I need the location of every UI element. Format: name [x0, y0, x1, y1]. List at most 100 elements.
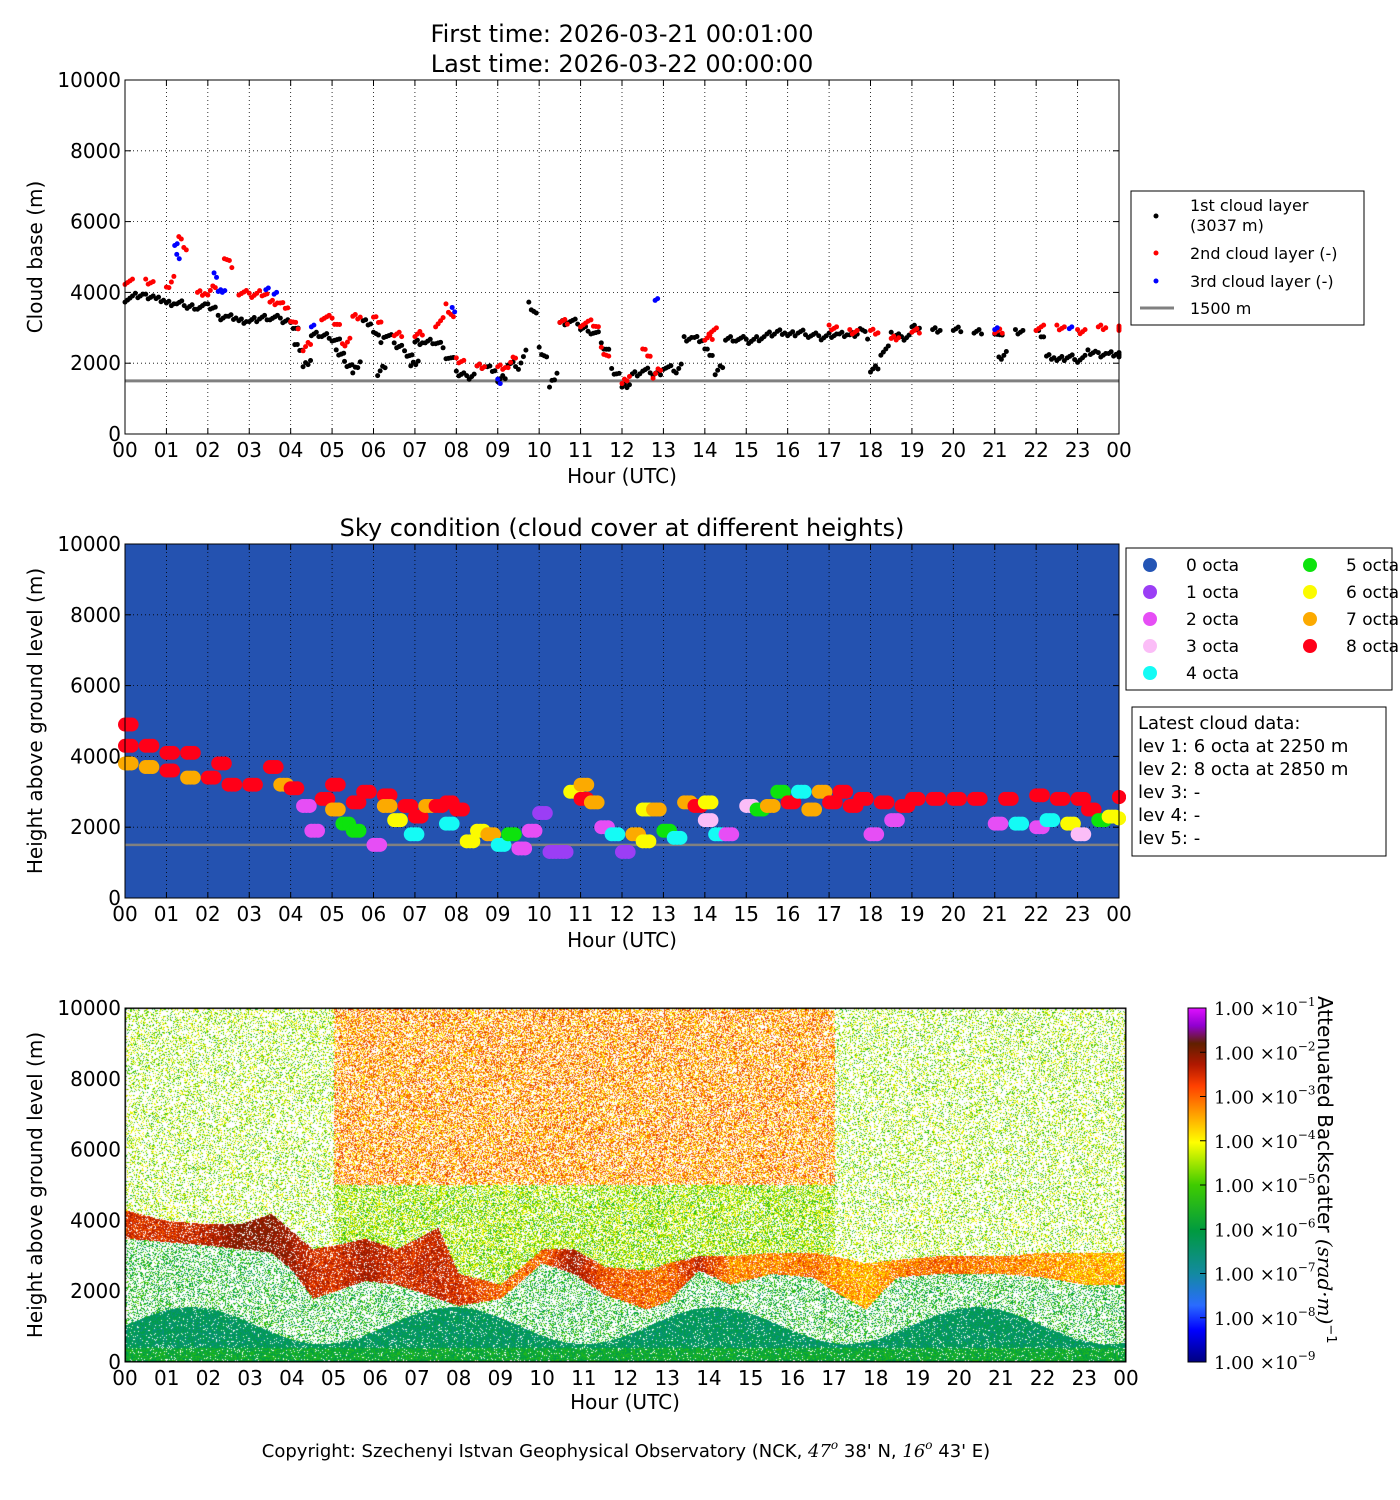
octa-point-8: [1035, 788, 1050, 803]
octa-point-8: [352, 795, 367, 810]
data-point-2: [417, 329, 423, 335]
data-point-1: [712, 372, 718, 378]
data-point-2: [1061, 324, 1067, 330]
octa-point-8: [932, 791, 947, 806]
octa-point-8: [911, 791, 926, 806]
octa-point-8: [331, 777, 346, 792]
x-tick-label: 01: [154, 1366, 179, 1390]
data-point-3: [176, 256, 182, 262]
octa-point-7: [487, 827, 502, 842]
x-axis-label-1: Hour (UTC): [567, 464, 677, 488]
octa-point-8: [362, 784, 377, 799]
octa-point-4: [497, 837, 512, 852]
data-point-1: [1082, 352, 1088, 358]
cloud-base-plot: 00 01 02 03 04 05 06 07 08 09 10 11 12 13 14 15 16 17 18 19…: [57, 68, 1131, 462]
x-tick-label: 12: [613, 1366, 638, 1390]
octa-point-6: [393, 813, 408, 828]
octa-point-2: [994, 816, 1009, 831]
octa-point-8: [1077, 791, 1092, 806]
data-point-2: [207, 287, 213, 293]
data-point-2: [257, 288, 263, 294]
data-point-1: [333, 347, 339, 353]
data-point-2: [171, 273, 177, 279]
data-point-2: [226, 258, 232, 264]
x-tick-label: 15: [734, 902, 759, 926]
data-point-2: [303, 344, 309, 350]
octa-point-2: [302, 798, 317, 813]
x-tick-label: 07: [402, 902, 427, 926]
octa-point-2: [890, 813, 905, 828]
data-point-2: [1098, 322, 1104, 328]
y-tick-label: 8000: [70, 1067, 121, 1091]
cloud-base-legend: 1st cloud layer (3037 m) 2nd cloud layer…: [1130, 190, 1365, 326]
latest-cloud-data-box: Latest cloud data: lev 1: 6 octa at 2250…: [1131, 706, 1387, 857]
data-point-1: [533, 310, 539, 316]
octa-point-7: [124, 756, 139, 771]
data-point-1: [308, 357, 314, 363]
octa-point-8: [1087, 802, 1102, 817]
x-tick-label: 08: [444, 902, 469, 926]
octa-point-7: [186, 770, 201, 785]
x-tick-label: 10: [526, 902, 551, 926]
octa-point-7: [766, 798, 781, 813]
octa-point-8: [787, 795, 802, 810]
data-point-1: [526, 299, 532, 305]
octa-point-7: [818, 784, 833, 799]
data-point-1: [502, 376, 508, 382]
data-point-1: [375, 373, 381, 379]
octa-point-2: [528, 823, 543, 838]
data-point-2: [352, 312, 358, 318]
legend-marker-0-octa: [1143, 558, 1157, 572]
x-tick-label: 06: [363, 1366, 388, 1390]
x-tick-label: 20: [941, 438, 966, 462]
y-tick-label: 2000: [70, 1279, 121, 1303]
x-tick-label: 14: [692, 438, 717, 462]
data-point-1: [676, 366, 682, 372]
x-tick-label: 04: [278, 438, 303, 462]
copyright: Copyright: Szechenyi Istvan Geophysical …: [262, 1438, 990, 1462]
x-tick-label: 20: [941, 902, 966, 926]
octa-point-8: [269, 760, 284, 775]
octa-point-6: [1066, 816, 1081, 831]
octa-point-7: [331, 802, 346, 817]
data-point-1: [816, 333, 822, 339]
legend-5-octa: 5 octa: [1346, 556, 1399, 576]
data-point-1: [518, 360, 524, 366]
data-point-2: [847, 327, 853, 333]
data-point-1: [337, 336, 343, 342]
x-tick-label: 02: [195, 438, 220, 462]
data-point-1: [464, 373, 470, 379]
x-tick-label: 23: [1072, 1366, 1097, 1390]
plot-frame: [124, 543, 1120, 899]
x-tick-label: 05: [321, 1366, 346, 1390]
data-point-2: [308, 342, 314, 348]
data-point-1: [1069, 352, 1075, 358]
data-point-2: [896, 335, 902, 341]
legend-marker-1st: [1153, 213, 1159, 219]
data-point-1: [179, 298, 185, 304]
x-tick-label: 06: [361, 902, 386, 926]
x-tick-label: 17: [821, 1366, 846, 1390]
data-point-2: [826, 322, 832, 328]
colorbar-tick-label: 1.00 ×10−4: [1214, 1128, 1316, 1153]
octa-point-4: [1046, 813, 1061, 828]
data-point-2: [647, 353, 653, 359]
data-point-1: [595, 329, 601, 335]
data-point-1: [937, 327, 943, 333]
data-point-2: [1103, 325, 1109, 331]
octa-point-8: [207, 770, 222, 785]
data-point-3: [449, 304, 455, 310]
y-tick-label: 10000: [57, 996, 121, 1020]
legend-marker-2nd: [1153, 250, 1159, 256]
data-point-1: [551, 377, 557, 383]
data-point-2: [212, 285, 218, 291]
data-point-2: [653, 371, 659, 377]
data-point-2: [870, 326, 876, 332]
octa-point-8: [1056, 791, 1071, 806]
x-tick-label: 00: [112, 1366, 137, 1390]
x-tick-label: 11: [571, 1366, 596, 1390]
data-point-1: [277, 315, 283, 321]
data-point-1: [632, 369, 638, 375]
x-tick-label: 14: [692, 902, 717, 926]
y-tick-label: 8000: [70, 603, 121, 627]
